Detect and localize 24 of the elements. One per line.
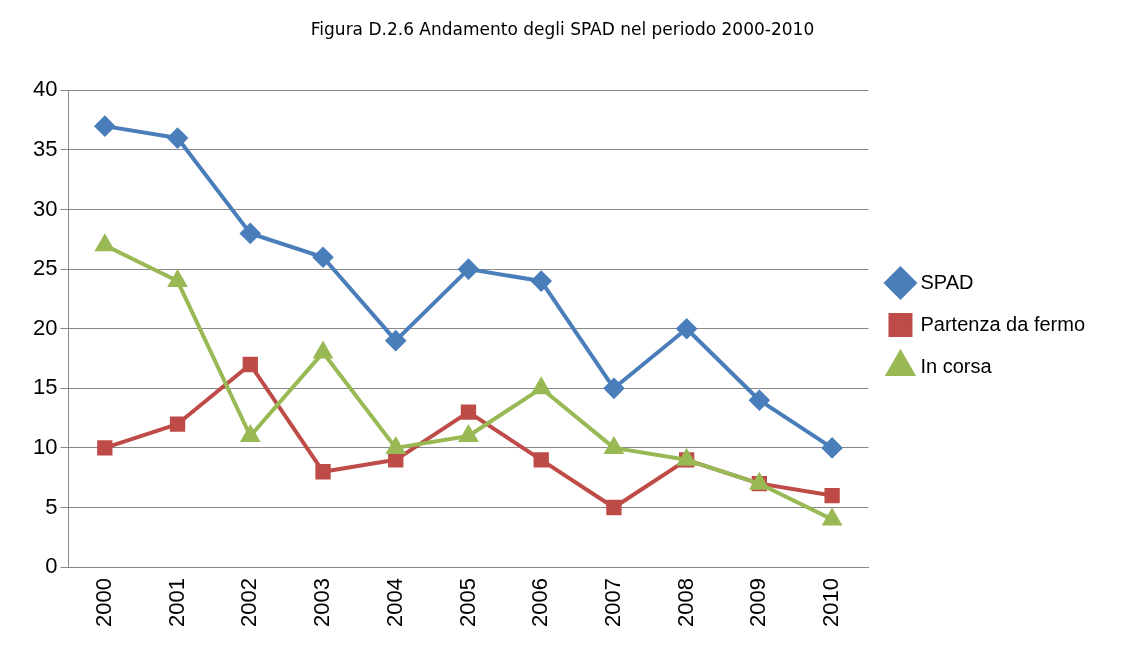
x-tick-label: 2000 bbox=[90, 578, 116, 628]
legend-label: SPAD bbox=[920, 270, 974, 293]
y-tick-label: 35 bbox=[32, 136, 58, 162]
x-tick-label: 2006 bbox=[527, 578, 553, 628]
y-tick-label: 25 bbox=[32, 255, 58, 281]
y-tick-label: 15 bbox=[32, 374, 58, 400]
x-tick-label: 2001 bbox=[163, 578, 189, 628]
x-tick-label: 2004 bbox=[381, 578, 407, 628]
x-tick-label: 2005 bbox=[454, 578, 480, 628]
x-tick-label: 2003 bbox=[309, 578, 335, 628]
x-tick-label: 2009 bbox=[745, 578, 771, 628]
x-tick-label: 2010 bbox=[818, 578, 844, 628]
y-tick-label: 5 bbox=[45, 493, 58, 519]
y-tick-label: 30 bbox=[32, 195, 58, 221]
x-tick-label: 2007 bbox=[599, 578, 625, 628]
y-tick-label: 10 bbox=[32, 433, 58, 459]
legend-label: In corsa bbox=[920, 354, 993, 377]
x-tick-label: 2002 bbox=[236, 578, 262, 628]
y-tick-label: 40 bbox=[32, 76, 58, 102]
y-tick-label: 0 bbox=[45, 553, 58, 579]
y-tick-label: 20 bbox=[32, 314, 58, 340]
chart-title: Figura D.2.6 Andamento degli SPAD nel periodo 2000-2010 bbox=[310, 18, 815, 39]
x-tick-label: 2008 bbox=[672, 578, 698, 628]
legend-label: Partenza da fermo bbox=[920, 312, 1085, 335]
